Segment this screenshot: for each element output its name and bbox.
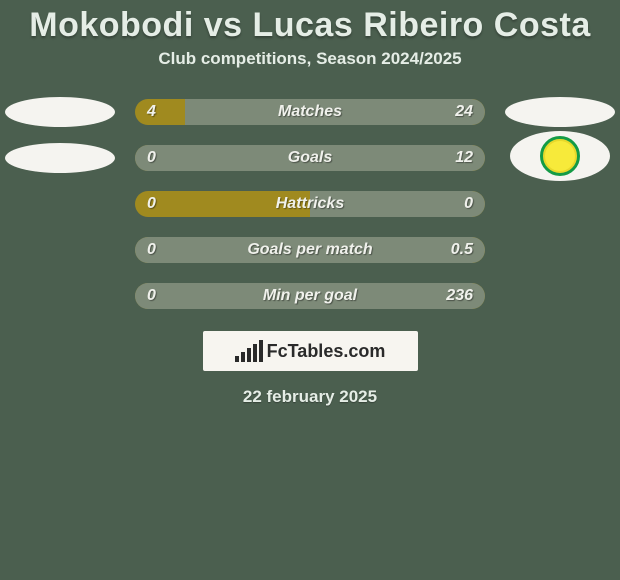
stat-row: 4Matches24	[0, 89, 620, 135]
stat-bar: 4Matches24	[135, 99, 485, 125]
club-logo-icon	[540, 136, 580, 176]
fctables-badge[interactable]: FcTables.com	[203, 331, 418, 371]
stats-container: 4Matches240Goals120Hattricks00Goals per …	[0, 89, 620, 319]
stat-bar: 0Hattricks0	[135, 191, 485, 217]
date-label: 22 february 2025	[0, 387, 620, 407]
player-left-badge	[5, 143, 115, 173]
stat-row: 0Min per goal236	[0, 273, 620, 319]
stat-row: 0Goals per match0.5	[0, 227, 620, 273]
stat-right-value: 0.5	[451, 237, 473, 263]
stat-label: Hattricks	[135, 191, 485, 217]
stat-right-value: 12	[455, 145, 473, 171]
stat-label: Matches	[135, 99, 485, 125]
player-right-badge	[505, 97, 615, 127]
stat-bar: 0Goals per match0.5	[135, 237, 485, 263]
stat-right-value: 0	[464, 191, 473, 217]
stat-label: Goals	[135, 145, 485, 171]
stat-right-value: 236	[446, 283, 473, 309]
bar-chart-icon	[235, 340, 263, 362]
subtitle: Club competitions, Season 2024/2025	[0, 49, 620, 89]
stat-row: 0Goals12	[0, 135, 620, 181]
stat-right-value: 24	[455, 99, 473, 125]
stat-bar: 0Min per goal236	[135, 283, 485, 309]
stat-bar: 0Goals12	[135, 145, 485, 171]
player-left-badge	[5, 97, 115, 127]
stat-label: Goals per match	[135, 237, 485, 263]
stat-label: Min per goal	[135, 283, 485, 309]
club-right-logo	[510, 131, 610, 181]
fctables-label: FcTables.com	[267, 341, 386, 362]
stat-row: 0Hattricks0	[0, 181, 620, 227]
page-title: Mokobodi vs Lucas Ribeiro Costa	[0, 0, 620, 49]
